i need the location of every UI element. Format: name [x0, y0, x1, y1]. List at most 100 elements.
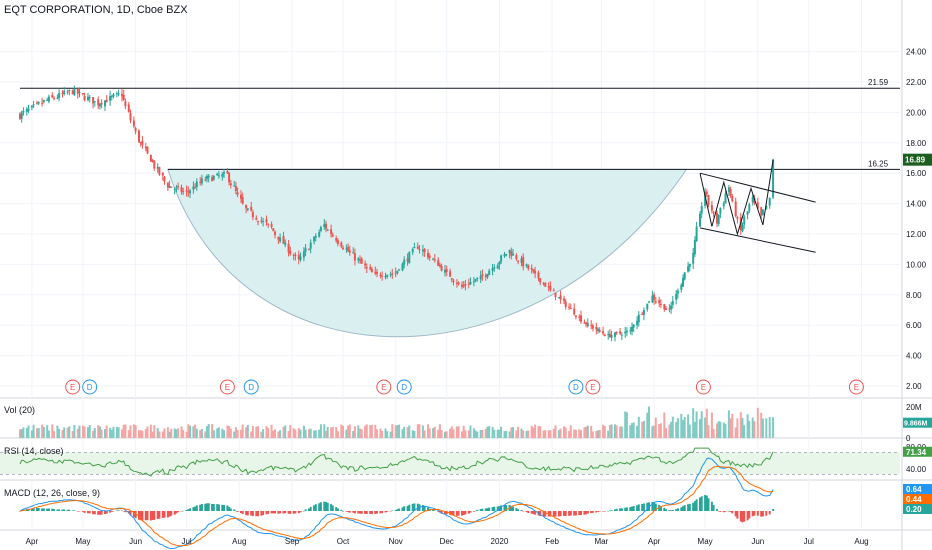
macd-last-tag [903, 484, 932, 494]
candle-body [309, 242, 312, 249]
candle-body [68, 90, 71, 92]
macd-histogram-bar [668, 510, 671, 511]
macd-histogram-bar [251, 511, 254, 517]
candle-body [746, 211, 749, 215]
volume-bar [428, 428, 431, 438]
candle-body [127, 104, 130, 112]
macd-histogram-bar [432, 509, 435, 511]
volume-bar [637, 416, 640, 438]
candle-body [27, 108, 30, 111]
volume-bar [149, 424, 152, 438]
candle-body [625, 330, 628, 333]
macd-histogram-bar [564, 511, 567, 517]
volume-bar [427, 424, 429, 438]
candle-body [292, 254, 295, 256]
candle-body [206, 176, 208, 179]
candle-body [391, 273, 394, 275]
volume-bar [418, 424, 421, 438]
candle-body [204, 179, 207, 181]
candle-body [241, 197, 244, 204]
volume-bar [741, 417, 744, 438]
candle-body [394, 272, 397, 274]
macd-histogram-bar [223, 504, 225, 511]
candle-body [359, 259, 361, 261]
candle-body [493, 267, 496, 269]
candle-body [699, 213, 701, 227]
macd-histogram-bar [722, 511, 725, 513]
volume-bar [484, 428, 487, 438]
volume-bar [705, 408, 708, 438]
macd-histogram-bar [539, 511, 542, 517]
volume-bar [110, 429, 113, 438]
volume-bar [194, 424, 197, 438]
volume-bar [61, 430, 64, 438]
volume-bar [217, 427, 220, 438]
volume-bar [739, 412, 742, 438]
volume-bar [236, 429, 239, 438]
candle-body [716, 212, 718, 224]
macd-histogram-bar [476, 509, 479, 511]
candle-body [569, 308, 572, 310]
volume-bar [727, 410, 730, 438]
candle-body [654, 301, 657, 303]
candle-body [175, 187, 178, 189]
macd-histogram-bar [670, 510, 673, 511]
macd-histogram-bar [163, 511, 166, 518]
candle-body [608, 333, 611, 338]
macd-histogram-bar [590, 511, 593, 514]
candle-body [646, 303, 649, 310]
candle-body [61, 92, 64, 94]
volume-bar [500, 426, 503, 438]
candle-body [479, 275, 482, 280]
volume-bar [234, 427, 237, 438]
candle-body [319, 227, 322, 232]
volume-bar [30, 430, 33, 438]
volume-bar [756, 407, 759, 438]
volume-bar [583, 427, 586, 438]
macd-histogram-bar [515, 507, 518, 511]
candle-body [462, 285, 465, 287]
macd-histogram-bar [493, 506, 496, 511]
candle-body [340, 242, 343, 247]
volume-bar [625, 412, 628, 438]
candle-body [503, 254, 506, 257]
candle-body [408, 252, 411, 264]
signal-last-label: 0.44 [906, 495, 922, 504]
macd-histogram-bar [161, 511, 164, 518]
macd-histogram-bar [765, 511, 768, 516]
macd-histogram-bar [396, 509, 399, 511]
macd-histogram-bar [719, 511, 722, 512]
candle-body [369, 267, 372, 270]
volume-bar [359, 428, 361, 438]
volume-bar [251, 425, 254, 438]
volume-bar [92, 430, 95, 438]
volume-bar [693, 421, 696, 438]
candle-body [530, 267, 533, 270]
macd-histogram-bar [42, 508, 45, 511]
candle-body [710, 205, 713, 211]
volume-bar [736, 418, 739, 438]
volume-bar [127, 430, 130, 438]
macd-histogram-bar [411, 503, 414, 511]
volume-bar [438, 424, 441, 438]
price-scale[interactable]: 24.00 22.00 20.00 18.00 16.00 14.00 12.00 10.00… [903, 48, 932, 391]
candle-body [53, 98, 55, 100]
volume-bar [629, 425, 632, 438]
macd-histogram-bar [717, 511, 720, 512]
macd-histogram-bar [682, 506, 684, 511]
macd-histogram-bar [153, 511, 156, 520]
price-candles [19, 85, 775, 342]
candle-body [449, 271, 452, 277]
candle-body [335, 238, 338, 241]
time-scale[interactable]: Apr May Jun Jul Aug Sep Oct Nov Dec 2020 Feb Mar Apr… [26, 537, 869, 546]
candle-body [675, 293, 678, 300]
candle-body [722, 203, 725, 207]
macd-histogram-bar [704, 495, 707, 511]
macd-histogram-bar [522, 511, 525, 512]
volume-bar [469, 425, 472, 438]
volume-bar [228, 425, 231, 438]
candle-body [104, 100, 106, 107]
volume-bar [517, 426, 520, 438]
candle-body [573, 308, 576, 315]
